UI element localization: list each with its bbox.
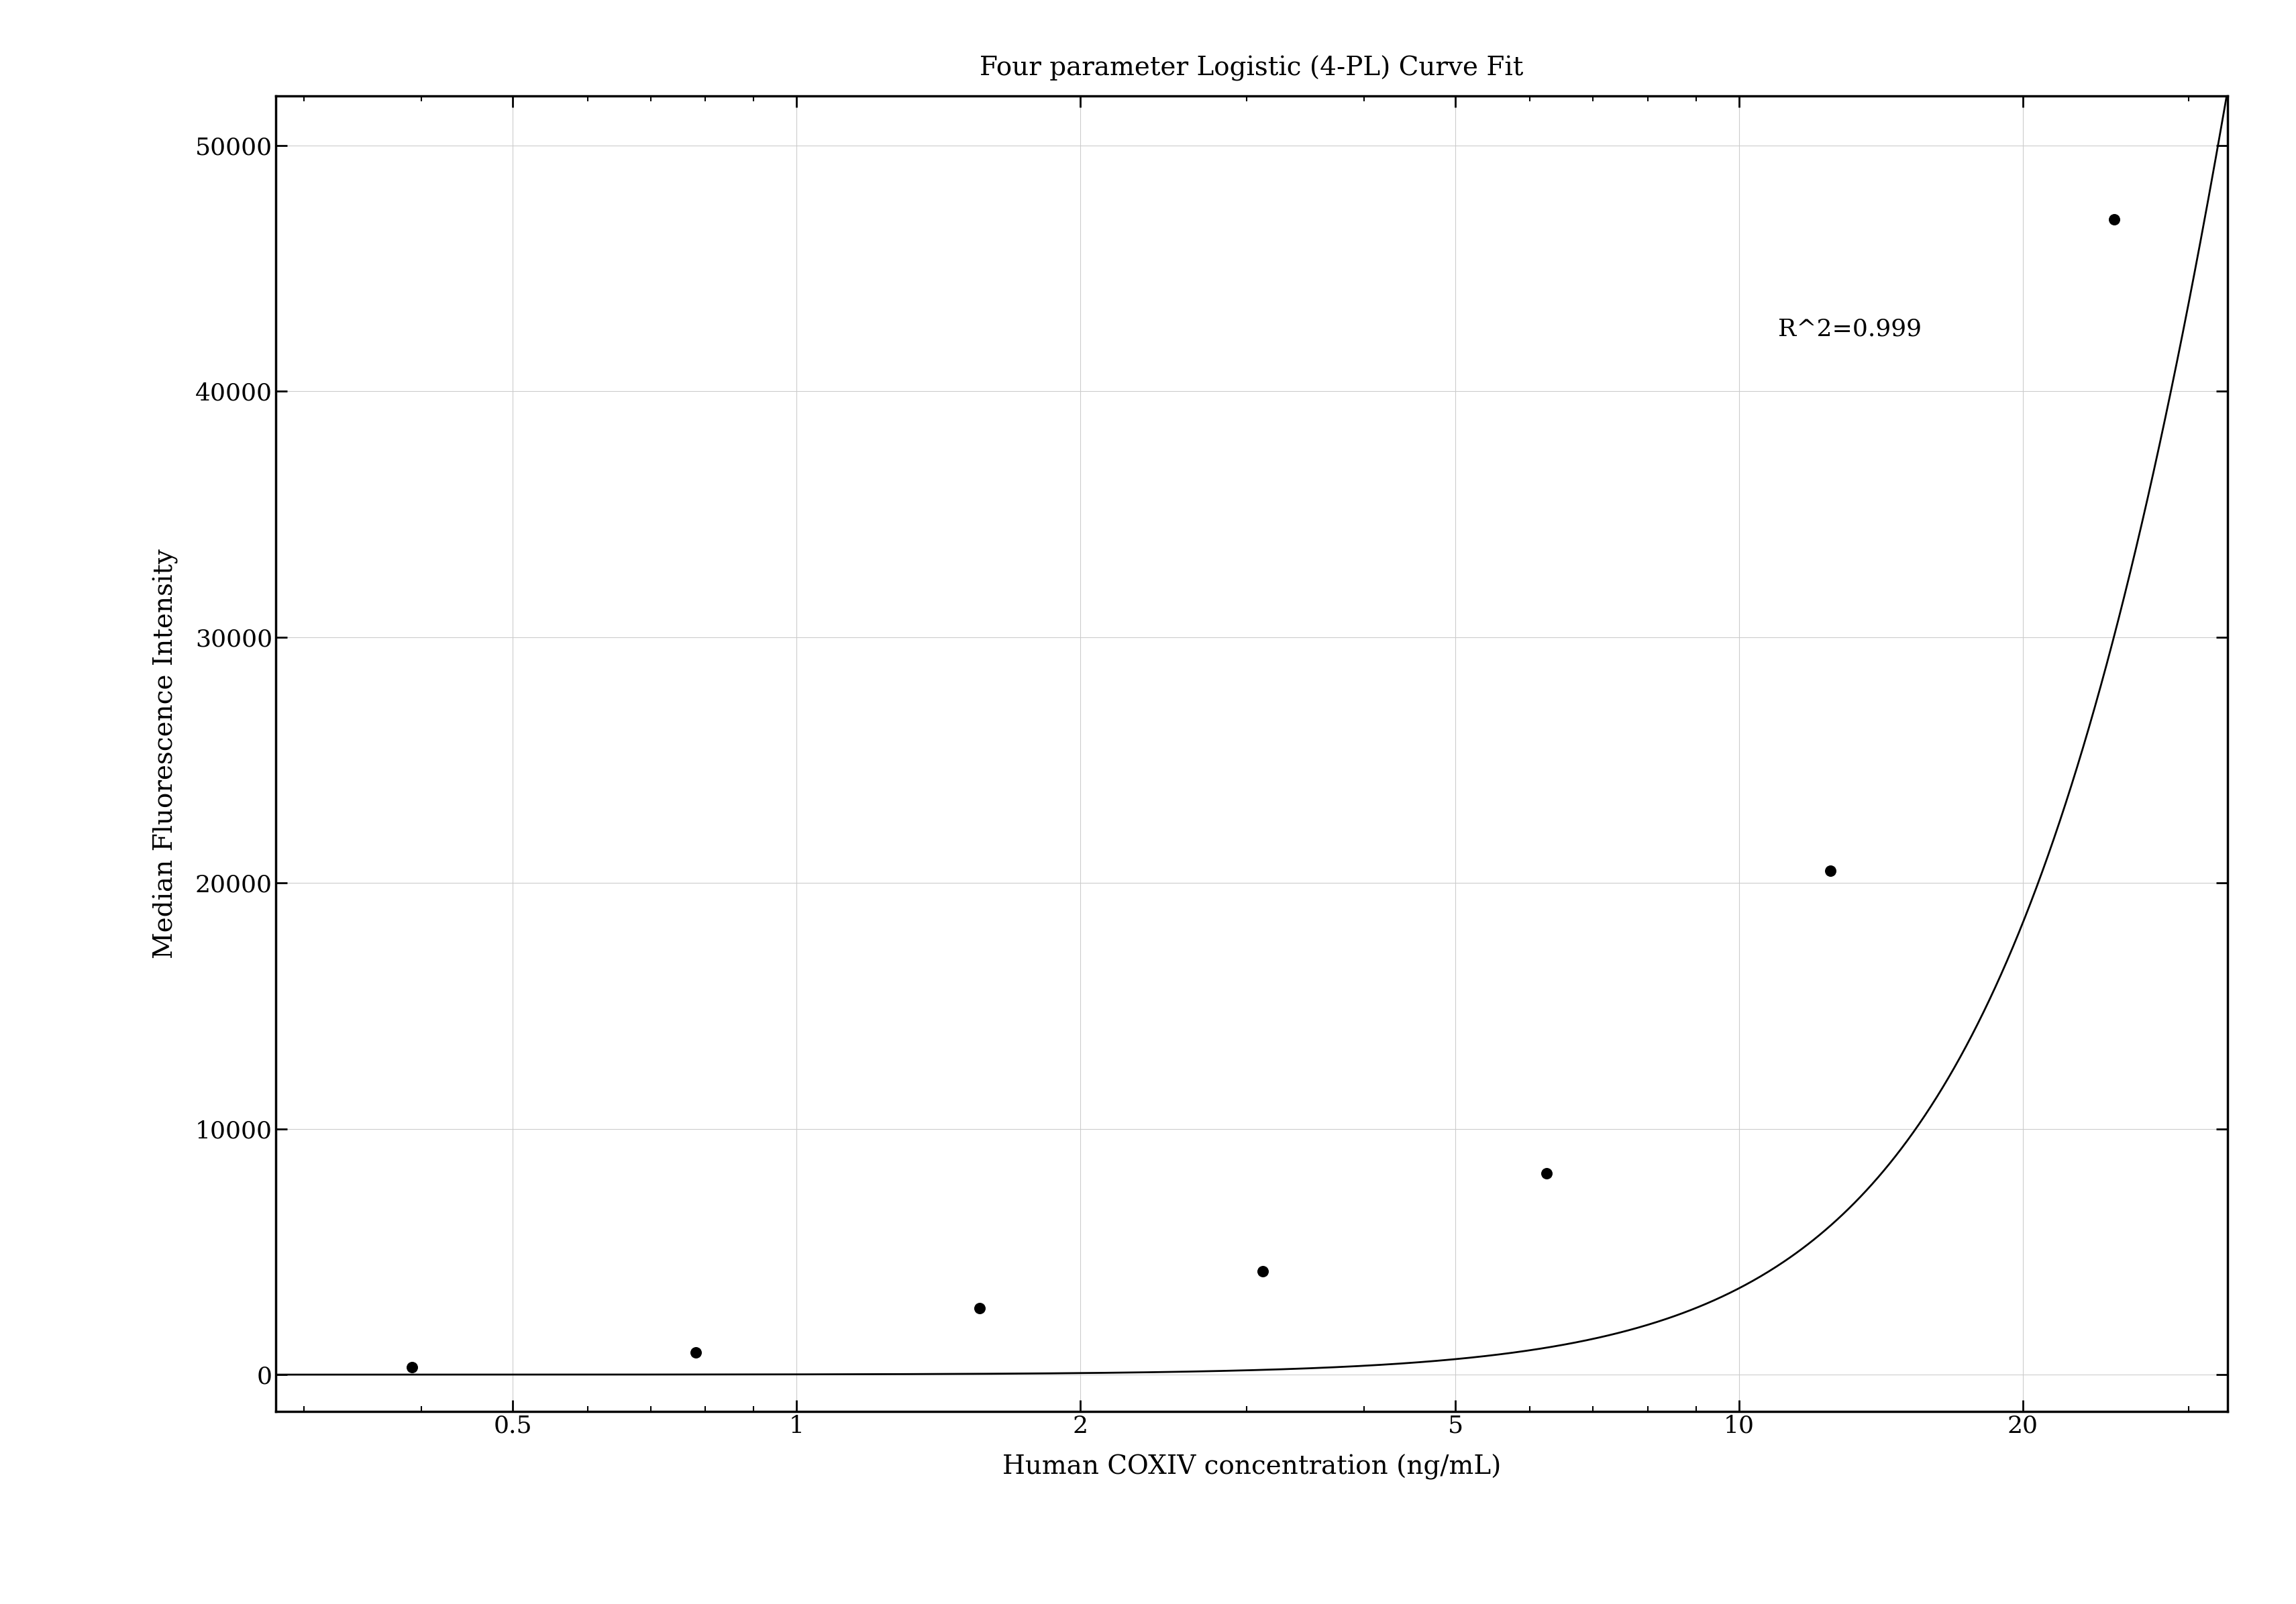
Point: [2096, 207, 2133, 233]
Point: [1244, 1259, 1281, 1285]
Title: Four parameter Logistic (4-PL) Curve Fit: Four parameter Logistic (4-PL) Curve Fit: [980, 56, 1522, 82]
Point: [960, 1296, 996, 1322]
Y-axis label: Median Fluorescence Intensity: Median Fluorescence Intensity: [154, 549, 179, 959]
Point: [395, 1354, 432, 1379]
Point: [1812, 858, 1848, 884]
Point: [677, 1339, 714, 1365]
Point: [1527, 1160, 1564, 1185]
Text: R^2=0.999: R^2=0.999: [1777, 318, 1922, 340]
X-axis label: Human COXIV concentration (ng/mL): Human COXIV concentration (ng/mL): [1001, 1455, 1502, 1480]
